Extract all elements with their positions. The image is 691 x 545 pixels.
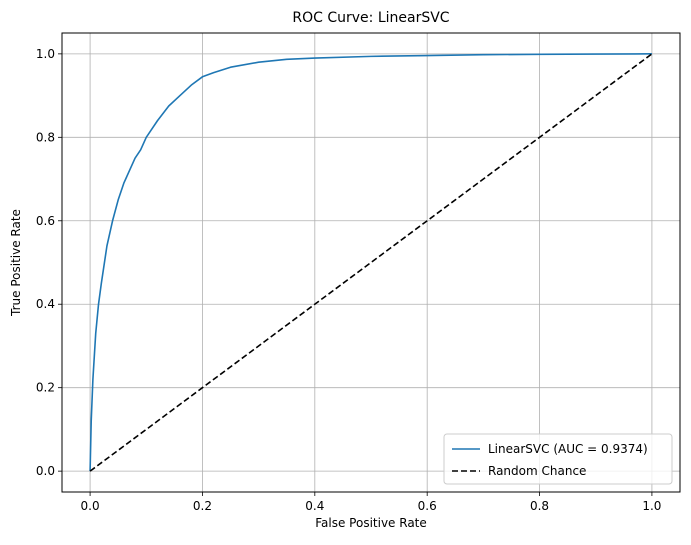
- y-tick-label: 0.4: [36, 297, 55, 311]
- x-tick-label: 0.6: [418, 499, 437, 513]
- x-tick-label: 0.8: [530, 499, 549, 513]
- y-tick-label: 0.6: [36, 214, 55, 228]
- axis-ticks: 0.0 0.2 0.4 0.6 0.8 1.0 0.0 0.2 0.4 0.6 0.8 1.0: [36, 47, 662, 513]
- y-tick-label: 1.0: [36, 47, 55, 61]
- legend-box: [443, 433, 673, 485]
- y-axis-label: True Positive Rate: [9, 209, 23, 317]
- legend: LinearSVC (AUC = 0.9374) Random Chance: [443, 433, 673, 485]
- x-tick-label: 0.0: [81, 499, 100, 513]
- series-layer: [89, 53, 653, 472]
- legend-label: LinearSVC (AUC = 0.9374): [488, 442, 648, 456]
- legend-label: Random Chance: [488, 464, 586, 478]
- x-tick-label: 1.0: [642, 499, 661, 513]
- chart-title: ROC Curve: LinearSVC: [292, 10, 449, 26]
- x-axis-label: False Positive Rate: [315, 516, 427, 530]
- plot-frame: [61, 32, 681, 493]
- x-tick-label: 0.4: [305, 499, 324, 513]
- y-tick-label: 0.2: [36, 381, 55, 395]
- y-tick-label: 0.8: [36, 130, 55, 144]
- roc-curve-line: [89, 53, 652, 472]
- y-tick-label: 0.0: [36, 464, 55, 478]
- grid-lines: [62, 33, 680, 492]
- x-tick-label: 0.2: [193, 499, 212, 513]
